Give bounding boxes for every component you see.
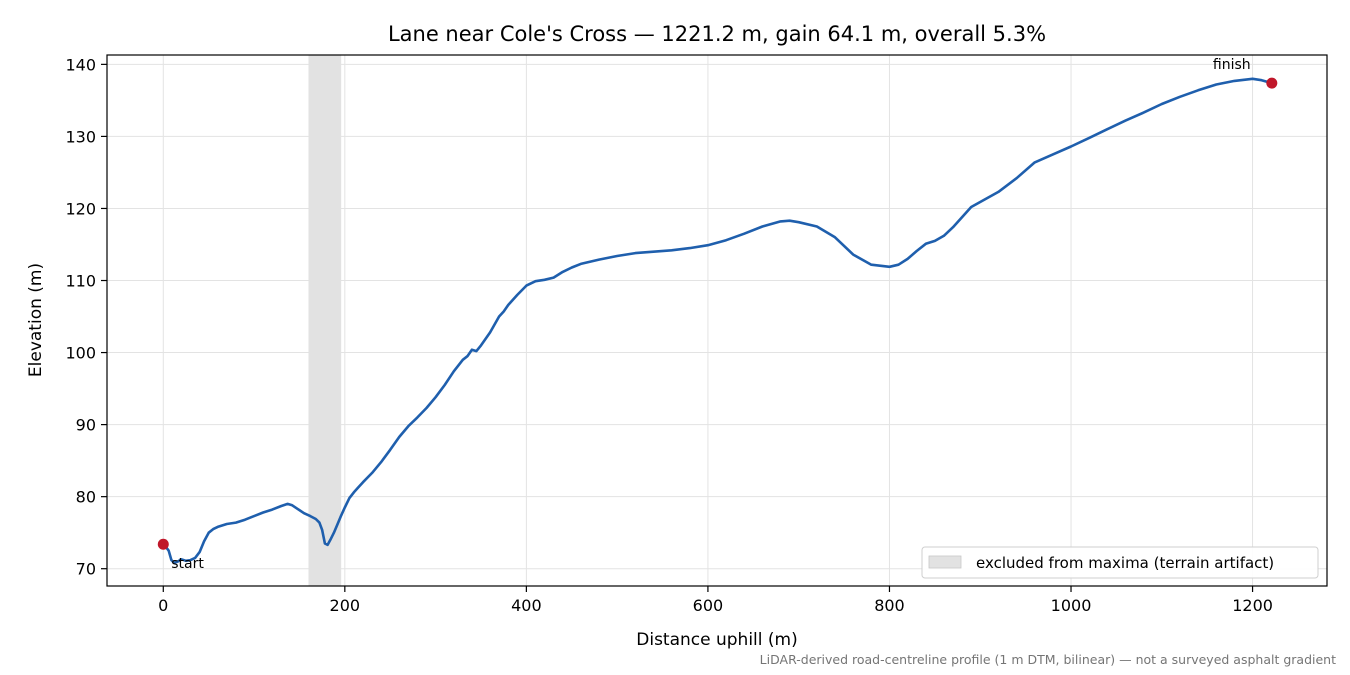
start-marker xyxy=(157,538,169,550)
y-tick-label: 130 xyxy=(65,127,96,146)
x-axis-label: Distance uphill (m) xyxy=(636,630,797,650)
x-tick-label: 1000 xyxy=(1051,596,1092,615)
y-tick-label: 140 xyxy=(65,55,96,74)
x-tick-label: 800 xyxy=(874,596,905,615)
footnote: LiDAR-derived road-centreline profile (1… xyxy=(760,652,1336,667)
y-axis-label: Elevation (m) xyxy=(26,263,46,377)
grid-y xyxy=(107,63,1327,570)
y-tick-label: 70 xyxy=(76,560,96,579)
y-axis: 70 80 90 100 110 120 130 140 xyxy=(65,55,107,579)
plot-frame xyxy=(106,54,1328,587)
elevation-line xyxy=(162,77,1273,565)
x-tick-label: 1200 xyxy=(1232,596,1273,615)
legend-entry-excluded: excluded from maxima (terrain artifact) xyxy=(976,554,1274,572)
legend-box xyxy=(921,546,1319,579)
y-tick-label: 100 xyxy=(65,344,96,363)
x-tick-label: 0 xyxy=(158,596,168,615)
finish-label: finish xyxy=(1213,57,1251,73)
excluded-band xyxy=(308,55,342,586)
grid-x xyxy=(162,55,1254,586)
y-tick-label: 110 xyxy=(65,272,96,291)
chart-title: Lane near Cole's Cross — 1221.2 m, gain … xyxy=(388,22,1046,46)
y-tick-label: 80 xyxy=(76,488,96,507)
x-tick-label: 200 xyxy=(330,596,361,615)
start-label: start xyxy=(171,556,204,572)
legend: excluded from maxima (terrain artifact) xyxy=(921,546,1319,579)
legend-swatch xyxy=(928,555,962,569)
x-tick-label: 600 xyxy=(693,596,724,615)
x-tick-label: 400 xyxy=(511,596,542,615)
x-axis: 0 200 400 600 800 1000 1200 xyxy=(158,586,1273,615)
y-tick-label: 90 xyxy=(76,416,96,435)
y-tick-label: 120 xyxy=(65,199,96,218)
finish-marker xyxy=(1266,77,1278,89)
